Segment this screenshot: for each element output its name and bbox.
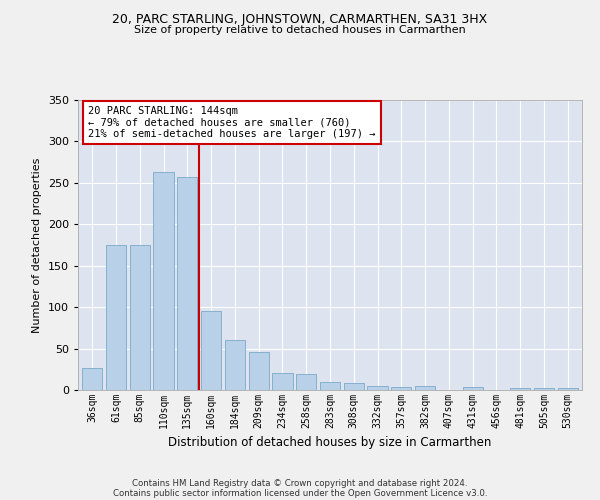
Bar xyxy=(415,386,435,390)
X-axis label: Distribution of detached houses by size in Carmarthen: Distribution of detached houses by size … xyxy=(169,436,491,450)
Bar xyxy=(344,384,364,390)
Bar xyxy=(463,386,483,390)
Bar xyxy=(557,388,578,390)
Text: 20 PARC STARLING: 144sqm
← 79% of detached houses are smaller (760)
21% of semi-: 20 PARC STARLING: 144sqm ← 79% of detach… xyxy=(88,106,376,139)
Bar xyxy=(106,245,126,390)
Bar xyxy=(296,374,316,390)
Bar xyxy=(391,386,412,390)
Text: 20, PARC STARLING, JOHNSTOWN, CARMARTHEN, SA31 3HX: 20, PARC STARLING, JOHNSTOWN, CARMARTHEN… xyxy=(112,12,488,26)
Bar xyxy=(367,386,388,390)
Bar xyxy=(320,382,340,390)
Bar xyxy=(154,172,173,390)
Bar xyxy=(201,312,221,390)
Bar xyxy=(82,368,103,390)
Text: Contains HM Land Registry data © Crown copyright and database right 2024.: Contains HM Land Registry data © Crown c… xyxy=(132,478,468,488)
Bar xyxy=(130,245,150,390)
Text: Size of property relative to detached houses in Carmarthen: Size of property relative to detached ho… xyxy=(134,25,466,35)
Y-axis label: Number of detached properties: Number of detached properties xyxy=(32,158,42,332)
Bar xyxy=(510,388,530,390)
Bar xyxy=(534,388,554,390)
Bar xyxy=(272,374,293,390)
Bar xyxy=(248,352,269,390)
Bar xyxy=(225,340,245,390)
Bar xyxy=(177,177,197,390)
Text: Contains public sector information licensed under the Open Government Licence v3: Contains public sector information licen… xyxy=(113,488,487,498)
